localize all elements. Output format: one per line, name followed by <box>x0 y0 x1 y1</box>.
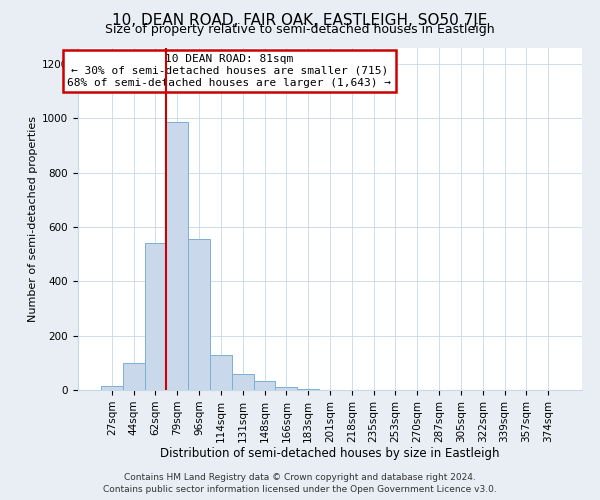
Bar <box>123 363 145 390</box>
Text: 10 DEAN ROAD: 81sqm
← 30% of semi-detached houses are smaller (715)
68% of semi-: 10 DEAN ROAD: 81sqm ← 30% of semi-detach… <box>67 54 391 88</box>
Bar <box>297 388 319 390</box>
Bar <box>232 374 254 390</box>
Text: 10, DEAN ROAD, FAIR OAK, EASTLEIGH, SO50 7JE: 10, DEAN ROAD, FAIR OAK, EASTLEIGH, SO50… <box>112 12 488 28</box>
Bar <box>188 239 210 390</box>
Bar <box>254 382 275 390</box>
Y-axis label: Number of semi-detached properties: Number of semi-detached properties <box>28 116 38 322</box>
Bar <box>101 386 123 390</box>
Bar <box>210 354 232 390</box>
X-axis label: Distribution of semi-detached houses by size in Eastleigh: Distribution of semi-detached houses by … <box>160 448 500 460</box>
Text: Contains HM Land Registry data © Crown copyright and database right 2024.
Contai: Contains HM Land Registry data © Crown c… <box>103 472 497 494</box>
Bar <box>145 243 166 390</box>
Text: Size of property relative to semi-detached houses in Eastleigh: Size of property relative to semi-detach… <box>105 22 495 36</box>
Bar <box>166 122 188 390</box>
Bar <box>275 386 297 390</box>
